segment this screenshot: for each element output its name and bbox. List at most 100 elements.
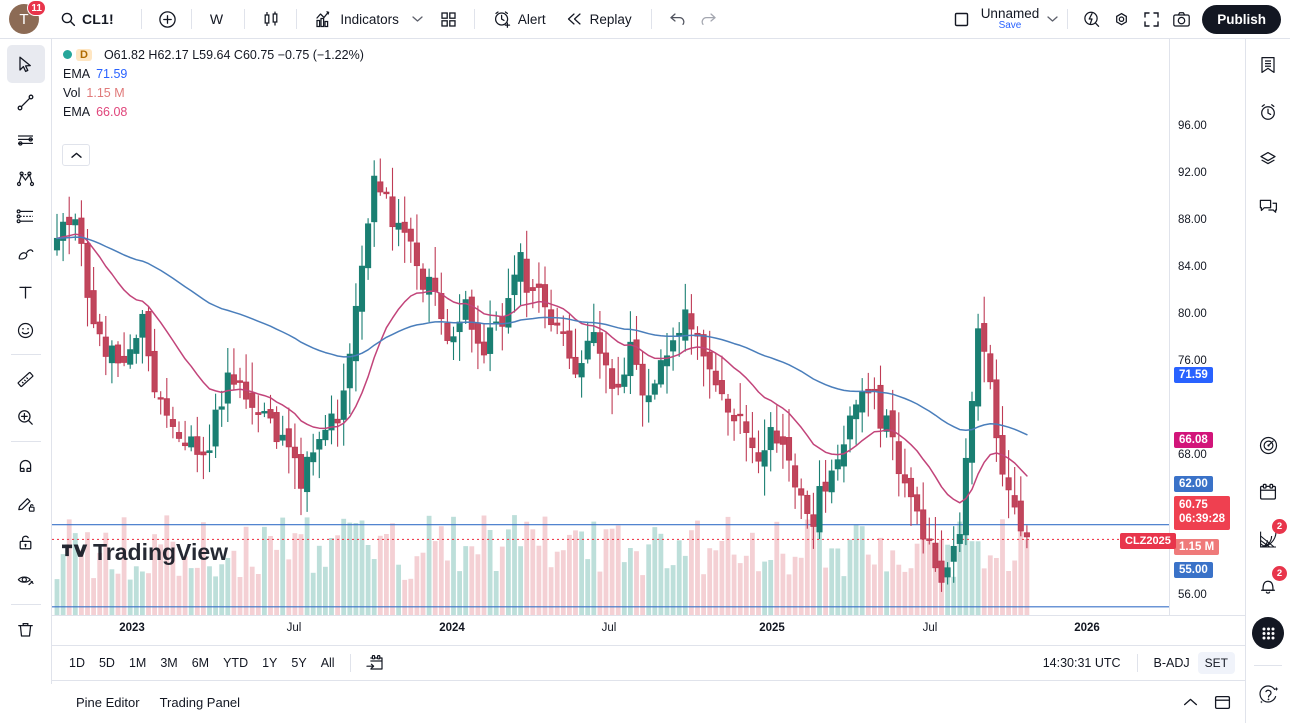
axis-tick-84: 84.00 <box>1178 261 1207 273</box>
drawing-mode-tool[interactable] <box>7 485 45 523</box>
time-tick-2024: 2024 <box>439 622 465 634</box>
tab-pine-editor[interactable]: Pine Editor <box>76 694 140 710</box>
chat-icon[interactable] <box>1250 188 1286 224</box>
measure-ruler-tool[interactable] <box>7 360 45 398</box>
layout-chevron-button[interactable] <box>1042 4 1062 34</box>
toolbar-divider <box>296 9 298 29</box>
range-1y[interactable]: 1Y <box>262 655 278 670</box>
range-all[interactable]: All <box>320 655 335 670</box>
price-pane[interactable] <box>52 39 1169 615</box>
watchlist-icon[interactable] <box>1250 47 1286 83</box>
range-6m[interactable]: 6M <box>191 655 210 670</box>
layouts-button[interactable] <box>434 4 464 34</box>
time-tick-jul-2023: Jul <box>286 622 302 634</box>
hide-drawings-tool[interactable] <box>7 561 45 599</box>
goto-date-button[interactable] <box>359 651 392 675</box>
legend-main-row[interactable]: D O61.82 H62.17 L59.64 C60.75 −0.75 (−1.… <box>63 45 364 64</box>
horizontal-lines-tool[interactable] <box>7 121 45 159</box>
notifications-badge: 2 <box>1272 566 1287 581</box>
legend-volume-row[interactable]: Vol 1.15 M <box>63 83 364 102</box>
legend-ema-value: 71.59 <box>96 66 128 81</box>
indicators-chevron-button[interactable] <box>408 4 428 34</box>
zoom-in-tool[interactable] <box>7 398 45 436</box>
legend-ema-slow-row[interactable]: EMA 71.59 <box>63 64 364 83</box>
right-rail-divider <box>1254 665 1282 666</box>
range-1d[interactable]: 1D <box>69 655 85 670</box>
brush-tool[interactable] <box>7 235 45 273</box>
snapshot-button[interactable] <box>1166 4 1196 34</box>
chart-settings-button[interactable] <box>1106 4 1136 34</box>
trend-line-tool[interactable] <box>7 83 45 121</box>
square-icon <box>953 11 970 28</box>
grid-layout-icon <box>440 11 457 28</box>
ema-fast-price-tag[interactable]: 66.08 <box>1174 432 1213 448</box>
time-axis[interactable]: 2023 Jul 2024 Jul 2025 Jul 2026 <box>52 615 1245 645</box>
fib-retracement-tool[interactable] <box>7 197 45 235</box>
chevron-up-icon[interactable] <box>1181 695 1200 710</box>
upper-band-price-tag[interactable]: 62.00 <box>1174 476 1213 492</box>
toolbar-divider <box>140 9 142 29</box>
apps-grid-icon[interactable] <box>1250 615 1286 651</box>
dom-radar-icon[interactable] <box>1250 427 1286 463</box>
alert-button[interactable]: Alert <box>484 4 555 34</box>
publish-button[interactable]: Publish <box>1202 4 1281 34</box>
range-ytd[interactable]: YTD <box>223 655 249 670</box>
contract-tag[interactable]: CLZ2025 <box>1120 533 1176 549</box>
symbol-search-button[interactable]: CL1! <box>51 4 123 34</box>
interval-label: W <box>209 11 224 27</box>
clock-label[interactable]: 14:30:31 UTC <box>1042 655 1121 670</box>
text-tool[interactable] <box>7 273 45 311</box>
axis-tick-96: 96.00 <box>1178 120 1207 132</box>
legend-ema2-value: 66.08 <box>96 104 128 119</box>
pitchfork-tool[interactable] <box>7 159 45 197</box>
range-3m[interactable]: 3M <box>160 655 178 670</box>
fullscreen-button[interactable] <box>1136 4 1166 34</box>
undo-button[interactable] <box>663 4 693 34</box>
last-price-tag[interactable]: 60.75 06:39:28 <box>1174 496 1231 530</box>
lock-drawings-tool[interactable] <box>7 523 45 561</box>
toolbar-divider <box>190 9 192 29</box>
range-5d[interactable]: 5D <box>98 655 115 670</box>
replay-button[interactable]: Replay <box>557 4 641 34</box>
chart-style-button[interactable] <box>256 4 286 34</box>
chart-canvas-area[interactable]: D O61.82 H62.17 L59.64 C60.75 −0.75 (−1.… <box>52 39 1245 645</box>
chart-settings-shortcut[interactable]: SET <box>1197 651 1235 674</box>
time-tick-2025: 2025 <box>759 622 785 634</box>
notifications-bell-icon[interactable]: 2 <box>1250 566 1287 604</box>
tab-trading-panel[interactable]: Trading Panel <box>159 694 241 710</box>
remove-drawings-tool[interactable] <box>7 610 45 648</box>
price-axis[interactable]: 96.00 92.00 88.00 84.00 80.00 76.00 68.0… <box>1169 39 1245 645</box>
lower-band-price-tag[interactable]: 55.00 <box>1174 562 1213 578</box>
time-tick-2023: 2023 <box>119 622 145 634</box>
ideas-web-icon[interactable]: 2 <box>1250 519 1287 557</box>
last-price-value: 60.75 <box>1179 499 1208 511</box>
time-tick-jul-2025: Jul <box>922 622 938 634</box>
interval-button[interactable]: W <box>201 4 232 34</box>
layout-square-button[interactable] <box>947 4 977 34</box>
legend-collapse-button[interactable] <box>62 144 90 166</box>
indicators-button[interactable]: Indicators <box>306 4 408 34</box>
quick-search-button[interactable] <box>1076 4 1106 34</box>
range-5y[interactable]: 5Y <box>291 655 307 670</box>
layout-name-button[interactable]: Unnamed Save <box>980 5 1040 32</box>
maximize-icon[interactable] <box>1214 695 1231 710</box>
user-avatar[interactable]: T 11 <box>9 0 46 34</box>
volume-price-tag[interactable]: 1.15 M <box>1174 539 1220 555</box>
emoji-tool[interactable] <box>7 311 45 349</box>
layout-name-label: Unnamed <box>980 5 1040 21</box>
hotlist-layers-icon[interactable] <box>1250 141 1286 177</box>
alerts-clock-icon[interactable] <box>1250 94 1286 130</box>
fullscreen-icon <box>1143 11 1160 28</box>
cursor-tool[interactable] <box>6 45 45 83</box>
magnet-tool[interactable] <box>7 447 45 485</box>
add-symbol-button[interactable] <box>153 4 183 34</box>
axis-tick-56: 56.00 <box>1178 589 1207 601</box>
range-1m[interactable]: 1M <box>128 655 147 670</box>
adjustment-label[interactable]: B-ADJ <box>1153 655 1190 670</box>
redo-button[interactable] <box>693 4 723 34</box>
calendar-icon[interactable] <box>1250 474 1286 510</box>
legend-vol-value: 1.15 M <box>86 85 125 100</box>
ema-slow-price-tag[interactable]: 71.59 <box>1174 367 1213 383</box>
help-icon[interactable] <box>1250 676 1286 712</box>
legend-ema-fast-row[interactable]: EMA 66.08 <box>63 102 364 121</box>
